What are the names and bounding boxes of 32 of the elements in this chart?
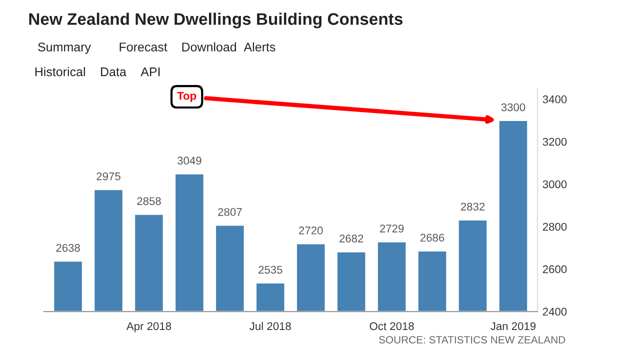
text: Historical	[35, 67, 85, 76]
data-label: 2686	[420, 234, 444, 242]
y-tick-label: 2400	[542, 308, 567, 316]
text: Summary	[38, 42, 91, 54]
x-tick-label: Oct 2018	[370, 322, 414, 330]
text: Download	[182, 42, 236, 52]
y-tick-label: 2800	[542, 222, 567, 231]
text: Alerts	[244, 42, 276, 52]
data-label: 2858	[137, 197, 161, 206]
annotation: Top	[177, 92, 196, 102]
x-tick-label: Jul 2018	[250, 322, 291, 330]
data-label: 2535	[258, 266, 282, 274]
data-label: 2682	[340, 234, 364, 242]
source-note: SOURCE: STATISTICS NEW ZEALAND	[378, 336, 566, 344]
data-label: 2975	[96, 172, 120, 180]
data-label: 3049	[178, 156, 202, 165]
x-tick-label: Apr 2018	[126, 322, 172, 332]
y-tick-label: 2600	[542, 265, 567, 274]
data-label: 3300	[501, 103, 526, 112]
y-tick-label: 3400	[542, 95, 567, 104]
text: API	[140, 68, 160, 76]
data-label: 2720	[299, 226, 323, 234]
text: Forecast	[120, 42, 168, 52]
x-tick-label: Jan 2019	[490, 322, 536, 330]
y-tick-label: 3000	[542, 180, 567, 188]
data-label: 2729	[380, 224, 404, 232]
chart-title: New Zealand New Dwellings Building Consents	[29, 12, 402, 28]
text: Data	[101, 68, 126, 76]
y-tick-label: 3200	[542, 138, 567, 146]
data-label: 2832	[460, 202, 485, 211]
data-label: 2807	[218, 208, 242, 216]
data-label: 2638	[56, 244, 80, 252]
